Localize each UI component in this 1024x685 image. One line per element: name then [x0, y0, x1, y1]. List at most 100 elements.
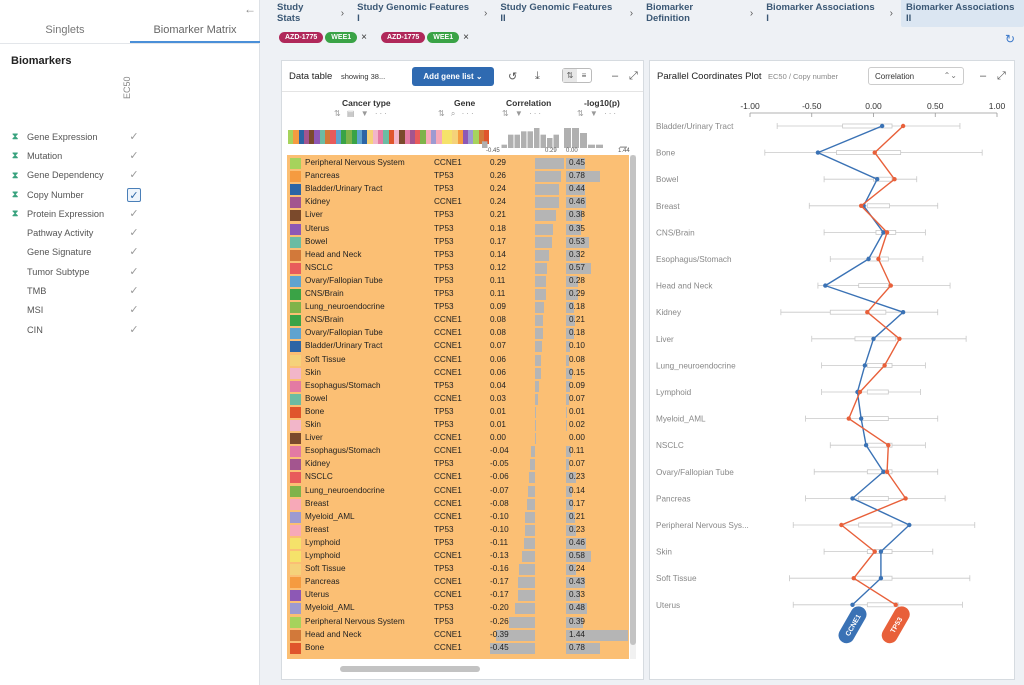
series-point[interactable]: [857, 389, 863, 395]
vertical-scroll-thumb[interactable]: [630, 155, 636, 645]
series-point[interactable]: [893, 602, 898, 607]
table-row[interactable]: Skin TP53 0.01 0.02: [287, 419, 629, 432]
table-row[interactable]: Pancreas CCNE1 -0.17 0.43: [287, 576, 629, 589]
check-icon[interactable]: ✓: [129, 130, 139, 143]
table-row[interactable]: Soft Tissue CCNE1 0.06 0.08: [287, 354, 629, 367]
table-row[interactable]: CNS/Brain CCNE1 0.08 0.21: [287, 314, 629, 327]
series-point[interactable]: [850, 496, 855, 501]
table-row[interactable]: Myeloid_AML TP53 -0.20 0.48: [287, 602, 629, 615]
series-point[interactable]: [839, 522, 844, 528]
expand-icon[interactable]: ⤢: [997, 70, 1006, 82]
series-point[interactable]: [876, 256, 881, 262]
list-icon[interactable]: ≡: [581, 71, 587, 80]
table-row[interactable]: Peripheral Nervous System TP53 -0.26 0.39: [287, 616, 629, 629]
series-point[interactable]: [882, 363, 887, 368]
series-point[interactable]: [907, 522, 912, 528]
table-row[interactable]: Myeloid_AML CCNE1 -0.10 0.21: [287, 511, 629, 524]
table-row[interactable]: CNS/Brain TP53 0.11 0.29: [287, 288, 629, 301]
check-icon[interactable]: ✓: [129, 323, 139, 336]
table-row[interactable]: Ovary/Fallopian Tube TP53 0.11 0.28: [287, 275, 629, 288]
close-icon[interactable]: ×: [463, 32, 469, 43]
series-tag-ccne1[interactable]: CCNE1: [836, 603, 870, 646]
biomarker-row-gene-expression[interactable]: ⧗ Gene Expression ✓: [12, 127, 252, 146]
breadcrumb-biomarker-associations-i[interactable]: Biomarker Associations I: [766, 2, 875, 24]
table-row[interactable]: Ovary/Fallopian Tube CCNE1 0.08 0.18: [287, 327, 629, 340]
table-row[interactable]: Liver TP53 0.21 0.38: [287, 209, 629, 222]
biomarker-row-protein-expression[interactable]: ⧗ Protein Expression ✓: [12, 204, 252, 223]
log-tools-icon[interactable]: ⇅ ▼ ···: [577, 109, 619, 118]
check-icon[interactable]: ✓: [129, 207, 139, 220]
expand-icon[interactable]: ⤢: [629, 70, 638, 82]
table-row[interactable]: NSCLC CCNE1 -0.06 0.23: [287, 471, 629, 484]
biomarker-row-tmb[interactable]: ⧗TMB ✓: [12, 281, 252, 300]
minimize-icon[interactable]: –: [980, 70, 987, 82]
table-row[interactable]: Kidney CCNE1 0.24 0.46: [287, 196, 629, 209]
refresh-icon[interactable]: ↻: [1005, 32, 1016, 46]
series-point[interactable]: [897, 336, 902, 341]
series-point[interactable]: [881, 469, 886, 474]
table-row[interactable]: Lung_neuroendocrine CCNE1 -0.07 0.14: [287, 485, 629, 498]
series-point[interactable]: [862, 363, 868, 368]
table-row[interactable]: Bone CCNE1 -0.45 0.78: [287, 642, 629, 655]
undo-icon[interactable]: ↺: [508, 71, 518, 83]
biomarker-row-mutation[interactable]: ⧗ Mutation ✓: [12, 146, 252, 165]
table-row[interactable]: Skin CCNE1 0.06 0.15: [287, 367, 629, 380]
table-row[interactable]: Lymphoid TP53 -0.11 0.46: [287, 537, 629, 550]
table-row[interactable]: Uterus TP53 0.18 0.35: [287, 223, 629, 236]
series-point[interactable]: [900, 123, 906, 129]
table-row[interactable]: Uterus CCNE1 -0.17 0.33: [287, 589, 629, 602]
biomarker-row-cin[interactable]: ⧗CIN ✓: [12, 320, 252, 339]
table-row[interactable]: Pancreas TP53 0.26 0.78: [287, 170, 629, 183]
series-point[interactable]: [863, 443, 869, 448]
col-log10p[interactable]: -log10(p): [584, 98, 620, 108]
add-gene-list-button[interactable]: Add gene list ⌄: [412, 67, 494, 86]
series-point[interactable]: [886, 443, 891, 448]
biomarker-row-gene-dependency[interactable]: ⧗ Gene Dependency ✓: [12, 166, 252, 185]
table-row[interactable]: Esophagus/Stomach CCNE1 -0.04 0.11: [287, 445, 629, 458]
table-row[interactable]: Soft Tissue TP53 -0.16 0.24: [287, 563, 629, 576]
table-row[interactable]: Kidney TP53 -0.05 0.07: [287, 458, 629, 471]
table-row[interactable]: Lymphoid CCNE1 -0.13 0.58: [287, 550, 629, 563]
table-row[interactable]: Head and Neck TP53 0.14 0.32: [287, 249, 629, 262]
check-icon[interactable]: ✓: [129, 246, 139, 259]
breadcrumb-biomarker-associations-ii[interactable]: Biomarker Associations II: [900, 0, 1024, 27]
drug-chip[interactable]: AZD-1775: [380, 32, 426, 43]
check-icon[interactable]: ✓: [127, 187, 141, 202]
sort-icon[interactable]: ⇅: [563, 69, 577, 82]
series-point[interactable]: [900, 310, 906, 315]
series-point[interactable]: [823, 283, 828, 288]
gene-chip[interactable]: WEE1: [325, 32, 358, 43]
series-point[interactable]: [872, 549, 877, 554]
series-point[interactable]: [884, 469, 890, 474]
series-point[interactable]: [858, 416, 864, 421]
table-row[interactable]: Bowel TP53 0.17 0.53: [287, 236, 629, 249]
correlation-tools-icon[interactable]: ⇅ ▼ ···: [502, 109, 544, 118]
gene-tools-icon[interactable]: ⇅ ⌕ ···: [438, 109, 476, 118]
table-row[interactable]: Breast CCNE1 -0.08 0.17: [287, 498, 629, 511]
table-row[interactable]: Esophagus/Stomach TP53 0.04 0.09: [287, 380, 629, 393]
biomarker-row-gene-signature[interactable]: ⧗Gene Signature ✓: [12, 243, 252, 262]
series-point[interactable]: [866, 256, 871, 262]
table-row[interactable]: Lung_neuroendocrine TP53 0.09 0.18: [287, 301, 629, 314]
table-row[interactable]: Peripheral Nervous System CCNE1 0.29 0.45: [287, 157, 629, 170]
col-gene[interactable]: Gene: [454, 98, 476, 108]
series-point[interactable]: [850, 602, 855, 607]
check-icon[interactable]: ✓: [129, 304, 139, 317]
download-icon[interactable]: ⤓: [535, 70, 540, 82]
breadcrumb-study-stats[interactable]: Study Stats: [277, 2, 304, 24]
series-point[interactable]: [865, 310, 870, 315]
collapse-arrow-icon[interactable]: ←: [244, 2, 256, 16]
biomarker-row-tumor-subtype[interactable]: ⧗Tumor Subtype ✓: [12, 262, 252, 281]
series-point[interactable]: [875, 177, 880, 182]
series-point[interactable]: [846, 416, 851, 421]
table-row[interactable]: Breast TP53 -0.10 0.23: [287, 524, 629, 537]
series-point[interactable]: [881, 230, 886, 235]
check-icon[interactable]: ✓: [129, 285, 139, 298]
table-row[interactable]: Bladder/Urinary Tract TP53 0.24 0.44: [287, 183, 629, 196]
table-row[interactable]: Head and Neck CCNE1 -0.39 1.44: [287, 629, 629, 642]
check-icon[interactable]: ✓: [129, 227, 139, 240]
series-point[interactable]: [884, 230, 890, 235]
horizontal-scrollbar[interactable]: [340, 666, 480, 672]
vertical-scrollbar[interactable]: [630, 155, 636, 659]
col-correlation[interactable]: Correlation: [506, 98, 552, 108]
